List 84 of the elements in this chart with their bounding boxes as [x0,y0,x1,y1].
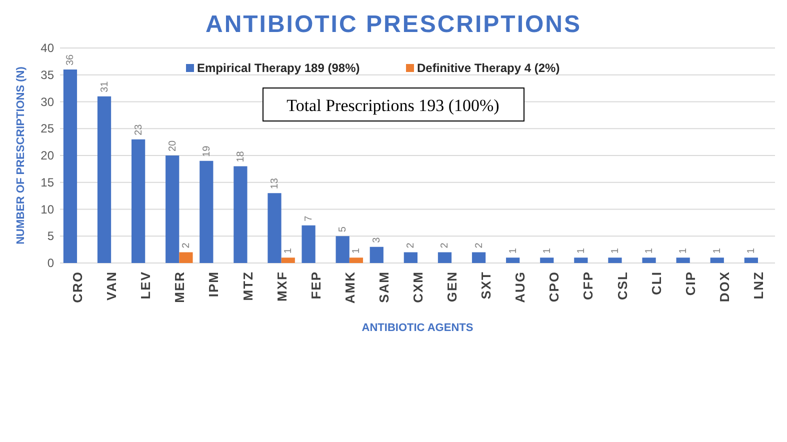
bar [97,96,112,263]
y-tick-label: 40 [40,41,54,55]
data-label: 23 [133,124,144,136]
annotation: Total Prescriptions 193 (100%) [286,96,500,115]
data-label: 1 [610,248,621,254]
data-label: 1 [644,248,656,254]
data-label: 1 [678,248,690,254]
x-tick-label: CPO [546,271,562,302]
data-label: 1 [508,248,519,254]
bar [506,258,520,263]
x-tick-label: CXM [410,271,426,303]
bar [438,252,452,263]
chart-title: ANTIBIOTIC PRESCRIPTIONS [205,11,582,38]
bar [608,258,622,263]
data-label: 1 [542,248,553,254]
legend-label: Definitive Therapy 4 (2%) [417,61,560,75]
legend-label: Empirical Therapy 189 (98%) [197,61,360,75]
x-tick-label: DOX [716,271,732,302]
x-tick-label: MTZ [240,271,256,301]
y-axis-title: NUMBER OF PRESCRIPTIONS (N) [15,66,27,244]
x-tick-label: AMK [342,271,358,304]
data-label: 7 [304,215,315,222]
data-label: 1 [283,248,294,254]
x-tick-label: CFP [580,271,596,300]
x-tick-label: SXT [478,271,494,300]
x-axis-title: ANTIBIOTIC AGENTS [362,322,474,334]
bar [234,166,248,263]
bar [336,236,350,263]
data-label: 13 [270,178,280,190]
bar [370,246,384,263]
y-tick-label: 0 [47,256,54,270]
x-tick-label: MXF [274,271,290,302]
data-label: 2 [440,242,451,248]
bar [642,258,656,263]
y-tick-label: 20 [40,148,54,162]
x-tick-label: GEN [444,271,460,302]
bar [302,225,316,263]
bar [404,252,418,263]
data-label: 1 [576,248,587,254]
data-label: 3 [372,236,383,243]
x-tick-label: LNZ [750,271,766,300]
x-tick-label: CIP [682,271,698,296]
x-tick-label: MER [172,271,188,303]
data-label: 31 [99,80,110,92]
data-label: 1 [746,248,758,254]
bar [540,258,554,263]
y-tick-label: 15 [40,175,54,190]
data-label: 36 [65,54,76,66]
x-tick-label: IPM [206,271,222,298]
bar [281,258,295,263]
data-label: 1 [712,248,724,254]
bar [179,252,193,263]
bar [166,156,180,263]
data-label: 1 [351,248,362,254]
data-label: 2 [406,242,417,248]
bar [63,70,78,263]
data-label: 5 [338,226,349,232]
bar [676,258,690,263]
data-label: 19 [201,145,212,157]
y-tick-label: 5 [47,229,54,244]
bar [574,258,588,263]
bar [349,258,364,263]
bar [472,252,486,263]
data-label: 2 [474,242,485,248]
y-tick-label: 30 [40,94,54,109]
x-tick-label: LEV [138,271,154,300]
x-tick-label: CRO [70,271,86,303]
y-tick-label: 25 [40,122,54,136]
data-label: 2 [180,242,192,248]
bar [132,139,146,263]
bar [710,258,724,263]
bar [744,258,758,263]
y-tick-label: 10 [40,202,54,216]
x-tick-label: SAM [376,271,392,303]
bar [268,193,282,263]
x-tick-label: FEP [308,271,324,300]
data-label: 20 [167,140,178,152]
x-tick-label: CSL [614,271,630,300]
x-tick-label: VAN [104,271,120,300]
bar [200,160,214,263]
y-tick-label: 35 [40,68,54,82]
data-label: 18 [235,150,246,162]
x-tick-label: AUG [512,271,528,303]
x-tick-label: CLI [648,271,664,295]
